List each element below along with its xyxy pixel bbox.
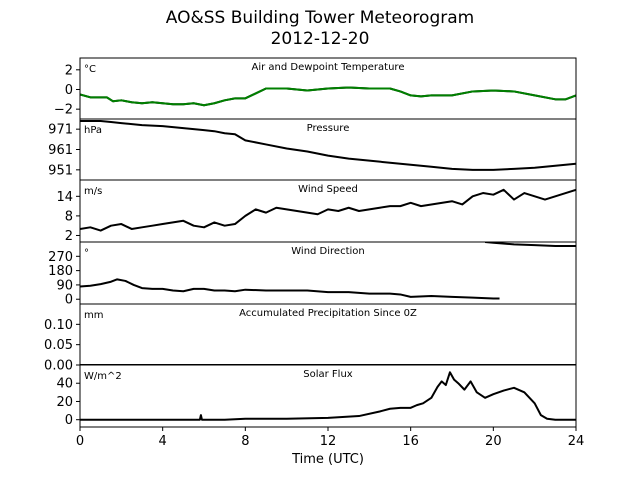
y-tick-label: 180	[48, 264, 73, 279]
y-tick-label: 270	[48, 250, 73, 265]
panel-title: Solar Flux	[303, 369, 353, 380]
panel-title: Wind Speed	[298, 184, 358, 195]
y-tick-label: 0.10	[44, 318, 73, 333]
y-tick-label: 90	[56, 278, 73, 293]
panel-5: 0.00 0.05 0.10 mm Accumulated Precipitation …	[44, 303, 577, 374]
y-tick-label: 951	[48, 163, 73, 178]
y-tick-label: 961	[48, 143, 73, 158]
y-tick-label: −2	[54, 103, 73, 118]
y-tick-label: 0	[65, 83, 73, 98]
panel-6: 0 20 40 W/m^2 Solar Flux	[56, 364, 577, 428]
x-tick-label: 24	[568, 434, 585, 449]
x-tick-label: 20	[485, 434, 502, 449]
chart-date: 2012-12-20	[270, 29, 370, 49]
panel-title: Air and Dewpoint Temperature	[252, 62, 405, 73]
series-line-4-1	[80, 278, 500, 300]
y-tick-label: 8	[65, 209, 73, 224]
y-tick-label: 40	[56, 377, 73, 392]
y-tick-label: 0.05	[44, 338, 73, 353]
y-tick-label: 0.00	[44, 359, 73, 374]
unit-label: W/m^2	[84, 371, 122, 382]
unit-label: °C	[84, 64, 96, 75]
series-line-4-2	[484, 242, 576, 247]
series-line-2-1	[80, 120, 576, 171]
x-tick-label: 16	[402, 434, 419, 449]
panel-title: Accumulated Precipitation Since 0Z	[239, 308, 417, 319]
y-tick-label: 2	[65, 229, 73, 244]
x-tick-label: 8	[241, 434, 249, 449]
panel-title: Wind Direction	[291, 246, 365, 257]
unit-label: m/s	[84, 186, 102, 197]
y-tick-label: 14	[56, 190, 73, 205]
y-tick-label: 0	[65, 413, 73, 428]
x-tick-label: 4	[159, 434, 167, 449]
panel-1: −2 0 2 °C Air and Dewpoint Temperature	[54, 57, 577, 120]
unit-label: °	[84, 248, 89, 259]
y-tick-label: 971	[48, 123, 73, 138]
series-line-1-2	[80, 86, 576, 107]
x-axis-label: Time (UTC)	[292, 452, 364, 467]
x-tick-label: 12	[320, 434, 337, 449]
x-tick-label: 0	[76, 434, 84, 449]
unit-label: hPa	[84, 125, 102, 136]
y-tick-label: 2	[65, 63, 73, 78]
unit-label: mm	[84, 310, 103, 321]
x-axis: 0 4 8 12 16 20 24	[76, 427, 584, 449]
y-tick-label: 20	[56, 395, 73, 410]
series-line-3-1	[80, 188, 576, 232]
chart-title: AO&SS Building Tower Meteorogram	[165, 8, 475, 28]
panel-title: Pressure	[307, 123, 350, 134]
y-tick-label: 0	[65, 293, 73, 308]
panel-2: 951 961 971 hPa Pressure	[48, 118, 577, 181]
series-line-6-1	[80, 371, 576, 421]
panel-3: 2 8 14 m/s Wind Speed	[56, 179, 577, 244]
